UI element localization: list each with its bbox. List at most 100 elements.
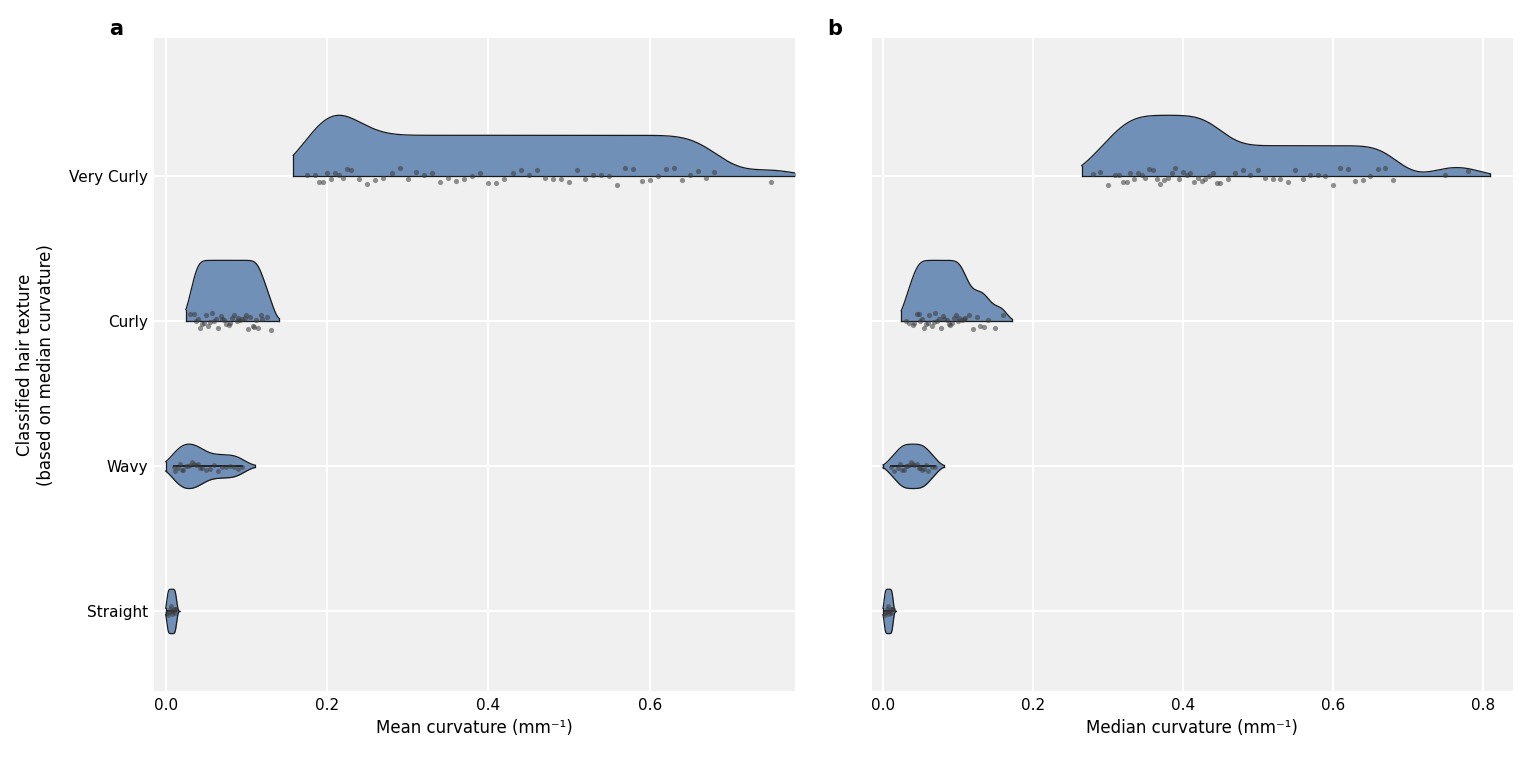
Point bbox=[1306, 169, 1330, 181]
Point bbox=[347, 173, 372, 185]
Point bbox=[174, 460, 198, 472]
Point bbox=[694, 172, 719, 184]
Point bbox=[588, 169, 613, 181]
Point bbox=[198, 316, 223, 328]
Point bbox=[501, 167, 525, 180]
Point bbox=[1129, 169, 1154, 181]
Point bbox=[184, 459, 209, 472]
Point bbox=[163, 607, 187, 619]
Point bbox=[1160, 167, 1184, 179]
Point bbox=[1189, 174, 1213, 187]
Point bbox=[874, 606, 899, 618]
Point bbox=[914, 318, 938, 330]
Point bbox=[1456, 164, 1481, 177]
Point bbox=[436, 172, 461, 184]
Point bbox=[212, 314, 237, 326]
Point bbox=[909, 463, 934, 475]
Point bbox=[894, 460, 919, 472]
Point bbox=[972, 320, 997, 333]
Point bbox=[894, 315, 919, 327]
Point bbox=[621, 163, 645, 175]
Point bbox=[319, 174, 344, 186]
Point bbox=[195, 319, 220, 332]
Point bbox=[163, 603, 187, 615]
Point bbox=[948, 312, 972, 324]
Point bbox=[937, 318, 962, 330]
Point bbox=[880, 603, 905, 615]
Y-axis label: Classified hair texture
(based on median curvature): Classified hair texture (based on median… bbox=[17, 244, 55, 485]
Point bbox=[886, 462, 911, 474]
Point bbox=[879, 603, 903, 615]
Point bbox=[906, 462, 931, 475]
Point bbox=[339, 164, 364, 177]
Point bbox=[960, 323, 985, 335]
Point bbox=[206, 465, 230, 477]
Point bbox=[372, 172, 396, 184]
Point bbox=[957, 310, 982, 322]
Point bbox=[915, 465, 940, 477]
Point bbox=[226, 462, 250, 475]
Point bbox=[210, 313, 235, 326]
Point bbox=[1215, 173, 1240, 185]
Point bbox=[210, 461, 235, 473]
Point bbox=[872, 608, 897, 621]
Point bbox=[1149, 178, 1174, 190]
Point bbox=[327, 169, 352, 181]
Point bbox=[1111, 176, 1135, 188]
Point bbox=[1342, 175, 1367, 187]
Point bbox=[190, 318, 215, 330]
Point bbox=[476, 177, 501, 189]
Point bbox=[942, 312, 966, 324]
Point bbox=[158, 604, 183, 617]
Point bbox=[157, 606, 181, 618]
Point bbox=[952, 313, 977, 326]
Point bbox=[307, 176, 332, 188]
Point bbox=[1137, 163, 1161, 175]
Point bbox=[923, 461, 948, 473]
Point bbox=[908, 315, 932, 327]
Point bbox=[1141, 164, 1166, 177]
Point bbox=[897, 316, 922, 329]
Point bbox=[548, 173, 573, 185]
Point bbox=[246, 322, 270, 334]
Point bbox=[1134, 172, 1158, 184]
Point bbox=[670, 174, 694, 187]
Point bbox=[905, 458, 929, 470]
Point bbox=[702, 166, 727, 178]
Point bbox=[330, 172, 355, 184]
Point bbox=[181, 458, 206, 470]
Point bbox=[1253, 172, 1278, 184]
Point bbox=[158, 603, 183, 615]
Point bbox=[949, 313, 974, 326]
Point bbox=[879, 461, 903, 473]
Point bbox=[630, 175, 654, 187]
Point bbox=[912, 462, 937, 475]
Point bbox=[201, 315, 226, 327]
Point bbox=[177, 460, 201, 472]
Point bbox=[872, 607, 897, 619]
Point bbox=[214, 461, 238, 473]
Point bbox=[1298, 169, 1322, 181]
Point bbox=[637, 174, 662, 186]
Point bbox=[1201, 167, 1226, 180]
Point bbox=[1433, 169, 1458, 181]
Point bbox=[954, 312, 978, 324]
Point bbox=[198, 462, 223, 475]
Point bbox=[1167, 173, 1192, 185]
Point bbox=[1126, 167, 1150, 179]
Point bbox=[484, 177, 508, 189]
Point bbox=[295, 168, 319, 180]
Point bbox=[258, 323, 283, 336]
Point bbox=[876, 600, 900, 612]
Point bbox=[613, 161, 637, 174]
Point bbox=[897, 458, 922, 471]
Point bbox=[1238, 169, 1263, 181]
Point bbox=[160, 600, 184, 612]
Point bbox=[902, 316, 926, 329]
Point bbox=[1313, 170, 1338, 182]
Point bbox=[900, 458, 925, 470]
Point bbox=[917, 309, 942, 321]
Point bbox=[508, 164, 533, 177]
Point bbox=[1223, 167, 1247, 180]
Point bbox=[899, 456, 923, 468]
